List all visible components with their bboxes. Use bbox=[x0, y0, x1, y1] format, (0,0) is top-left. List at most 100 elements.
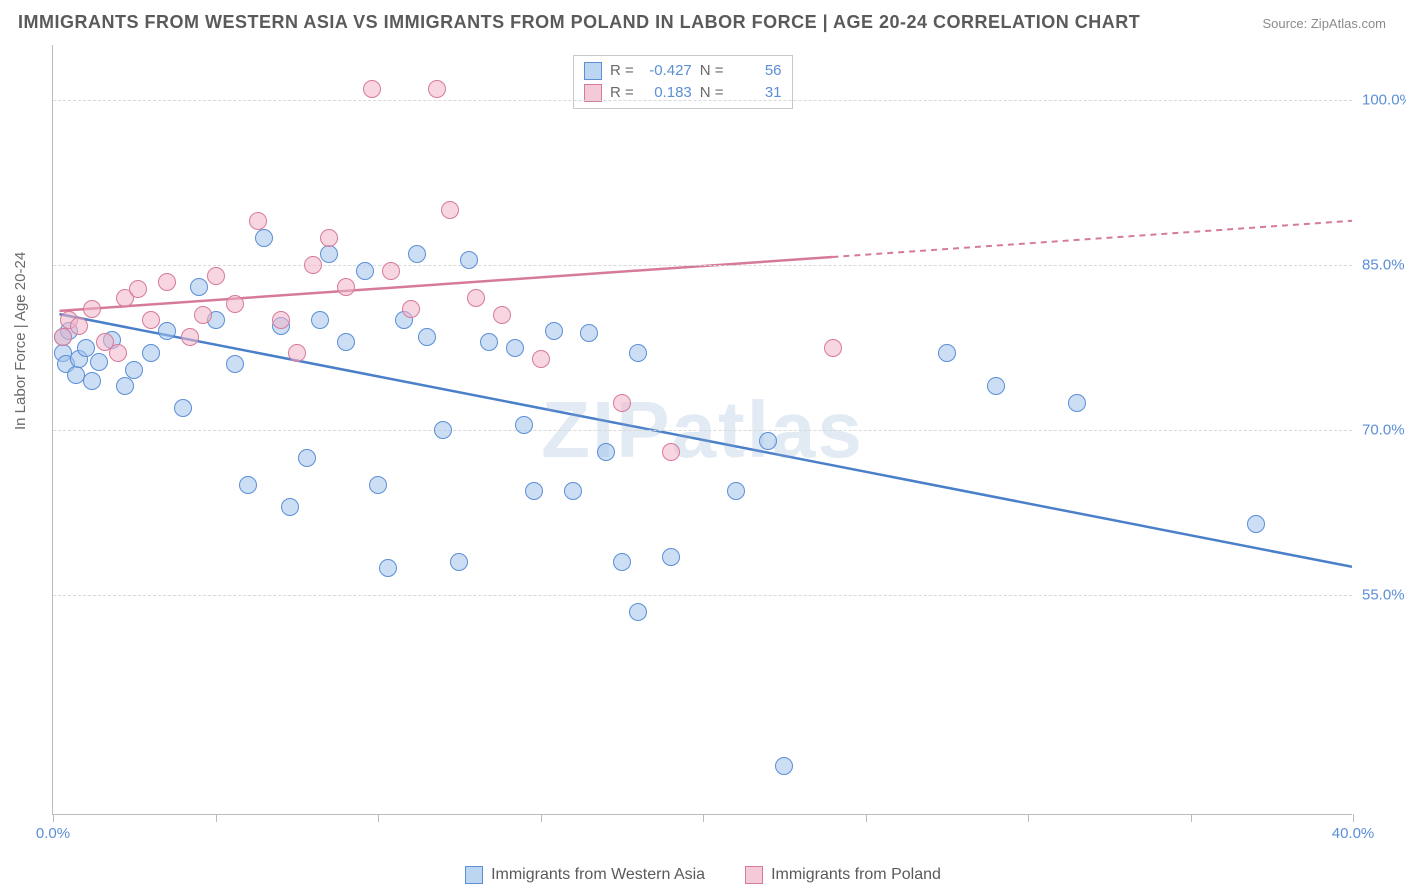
y-tick-label: 100.0% bbox=[1362, 92, 1406, 109]
scatter-point bbox=[125, 361, 143, 379]
y-tick-label: 55.0% bbox=[1362, 587, 1406, 604]
scatter-point bbox=[938, 344, 956, 362]
scatter-point bbox=[1068, 394, 1086, 412]
scatter-point bbox=[288, 344, 306, 362]
scatter-point bbox=[408, 245, 426, 263]
scatter-point bbox=[320, 245, 338, 263]
scatter-point bbox=[402, 300, 420, 318]
scatter-point bbox=[434, 421, 452, 439]
scatter-point bbox=[298, 449, 316, 467]
scatter-point bbox=[613, 394, 631, 412]
scatter-point bbox=[226, 355, 244, 373]
scatter-point bbox=[369, 476, 387, 494]
legend-label: Immigrants from Western Asia bbox=[491, 866, 705, 884]
scatter-point bbox=[428, 80, 446, 98]
x-tick bbox=[216, 814, 217, 822]
scatter-point bbox=[207, 267, 225, 285]
scatter-point bbox=[337, 333, 355, 351]
x-tick bbox=[866, 814, 867, 822]
scatter-point bbox=[249, 212, 267, 230]
y-tick-label: 85.0% bbox=[1362, 257, 1406, 274]
scatter-point bbox=[54, 328, 72, 346]
scatter-point bbox=[480, 333, 498, 351]
scatter-point bbox=[129, 280, 147, 298]
r-value: -0.427 bbox=[642, 60, 692, 82]
scatter-point bbox=[109, 344, 127, 362]
scatter-point bbox=[727, 482, 745, 500]
scatter-point bbox=[190, 278, 208, 296]
scatter-point bbox=[460, 251, 478, 269]
scatter-point bbox=[158, 322, 176, 340]
scatter-point bbox=[158, 273, 176, 291]
scatter-point bbox=[142, 344, 160, 362]
scatter-point bbox=[629, 344, 647, 362]
scatter-point bbox=[532, 350, 550, 368]
gridline bbox=[53, 265, 1352, 266]
scatter-point bbox=[255, 229, 273, 247]
gridline bbox=[53, 595, 1352, 596]
scatter-point bbox=[174, 399, 192, 417]
y-tick-label: 70.0% bbox=[1362, 422, 1406, 439]
scatter-point bbox=[363, 80, 381, 98]
x-tick-label: 0.0% bbox=[36, 825, 70, 842]
scatter-point bbox=[83, 300, 101, 318]
scatter-point bbox=[597, 443, 615, 461]
scatter-point bbox=[70, 317, 88, 335]
scatter-point bbox=[142, 311, 160, 329]
r-label: R = bbox=[610, 60, 634, 82]
scatter-point bbox=[824, 339, 842, 357]
scatter-point bbox=[564, 482, 582, 500]
swatch-icon bbox=[584, 62, 602, 80]
scatter-point bbox=[662, 443, 680, 461]
scatter-point bbox=[116, 377, 134, 395]
scatter-point bbox=[226, 295, 244, 313]
scatter-point bbox=[379, 559, 397, 577]
x-tick bbox=[1191, 814, 1192, 822]
n-label: N = bbox=[700, 60, 724, 82]
scatter-point bbox=[1247, 515, 1265, 533]
scatter-point bbox=[304, 256, 322, 274]
scatter-point bbox=[493, 306, 511, 324]
chart-plot-area: ZIPatlas R = -0.427 N = 56 R = 0.183 N =… bbox=[52, 45, 1352, 815]
scatter-point bbox=[987, 377, 1005, 395]
scatter-point bbox=[281, 498, 299, 516]
scatter-point bbox=[775, 757, 793, 775]
legend-item-pink: Immigrants from Poland bbox=[745, 866, 941, 884]
scatter-point bbox=[356, 262, 374, 280]
scatter-point bbox=[194, 306, 212, 324]
x-tick bbox=[1353, 814, 1354, 822]
scatter-point bbox=[450, 553, 468, 571]
scatter-point bbox=[506, 339, 524, 357]
scatter-point bbox=[467, 289, 485, 307]
scatter-point bbox=[580, 324, 598, 342]
x-tick bbox=[1028, 814, 1029, 822]
scatter-point bbox=[545, 322, 563, 340]
bottom-legend: Immigrants from Western Asia Immigrants … bbox=[0, 866, 1406, 884]
scatter-point bbox=[90, 353, 108, 371]
source-label: Source: ZipAtlas.com bbox=[1262, 16, 1386, 31]
scatter-point bbox=[382, 262, 400, 280]
scatter-point bbox=[629, 603, 647, 621]
x-tick bbox=[53, 814, 54, 822]
gridline bbox=[53, 100, 1352, 101]
scatter-point bbox=[320, 229, 338, 247]
x-tick bbox=[378, 814, 379, 822]
trend-line-dashed bbox=[832, 221, 1352, 257]
scatter-point bbox=[83, 372, 101, 390]
y-axis-label: In Labor Force | Age 20-24 bbox=[12, 252, 29, 430]
legend-label: Immigrants from Poland bbox=[771, 866, 941, 884]
swatch-icon bbox=[465, 866, 483, 884]
x-tick bbox=[541, 814, 542, 822]
scatter-point bbox=[515, 416, 533, 434]
stats-row-blue: R = -0.427 N = 56 bbox=[584, 60, 782, 82]
n-value: 56 bbox=[732, 60, 782, 82]
scatter-point bbox=[662, 548, 680, 566]
scatter-point bbox=[759, 432, 777, 450]
scatter-point bbox=[613, 553, 631, 571]
chart-title: IMMIGRANTS FROM WESTERN ASIA VS IMMIGRAN… bbox=[18, 12, 1140, 33]
scatter-point bbox=[441, 201, 459, 219]
x-tick-label: 40.0% bbox=[1332, 825, 1375, 842]
scatter-point bbox=[525, 482, 543, 500]
scatter-point bbox=[311, 311, 329, 329]
swatch-icon bbox=[745, 866, 763, 884]
